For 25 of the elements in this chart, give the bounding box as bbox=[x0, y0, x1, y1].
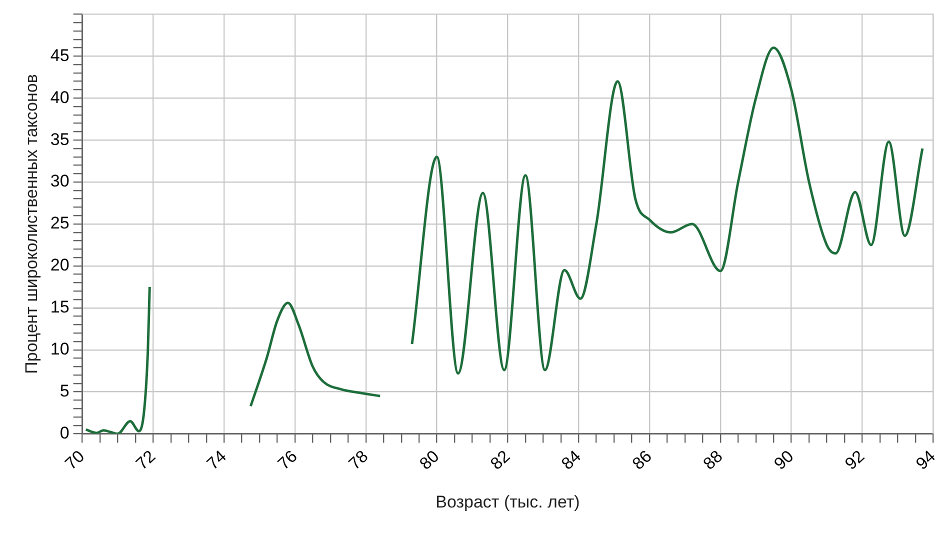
x-tick-label: 78 bbox=[345, 446, 372, 474]
y-axis-title: Процент широколиственных таксонов bbox=[22, 74, 41, 374]
x-tick-label: 88 bbox=[700, 446, 726, 474]
x-tick-label: 90 bbox=[770, 446, 798, 474]
x-tick-label: 74 bbox=[203, 446, 230, 474]
x-tick-label: 72 bbox=[132, 446, 160, 474]
y-tick-label: 10 bbox=[50, 340, 70, 359]
y-tick-label: 20 bbox=[50, 256, 70, 275]
y-tick-label: 35 bbox=[50, 130, 70, 149]
y-tick-label: 15 bbox=[50, 298, 70, 317]
x-tick-label: 86 bbox=[628, 446, 656, 474]
y-tick-label: 30 bbox=[50, 172, 70, 191]
x-tick-label: 82 bbox=[486, 446, 514, 474]
y-tick-label: 0 bbox=[60, 423, 70, 442]
y-tick-label: 45 bbox=[50, 46, 70, 65]
x-tick-label: 76 bbox=[274, 446, 301, 474]
x-tick-label: 80 bbox=[416, 446, 443, 474]
x-tick-label: 70 bbox=[61, 446, 88, 474]
y-tick-label: 25 bbox=[50, 214, 70, 233]
x-tick-label: 84 bbox=[558, 446, 585, 474]
x-axis-title: Возраст (тыс. лет) bbox=[436, 492, 580, 512]
x-tick-label: 94 bbox=[912, 446, 940, 474]
x-tick-label: 92 bbox=[841, 446, 868, 474]
y-tick-label: 5 bbox=[60, 382, 70, 401]
y-tick-label: 40 bbox=[50, 88, 70, 107]
